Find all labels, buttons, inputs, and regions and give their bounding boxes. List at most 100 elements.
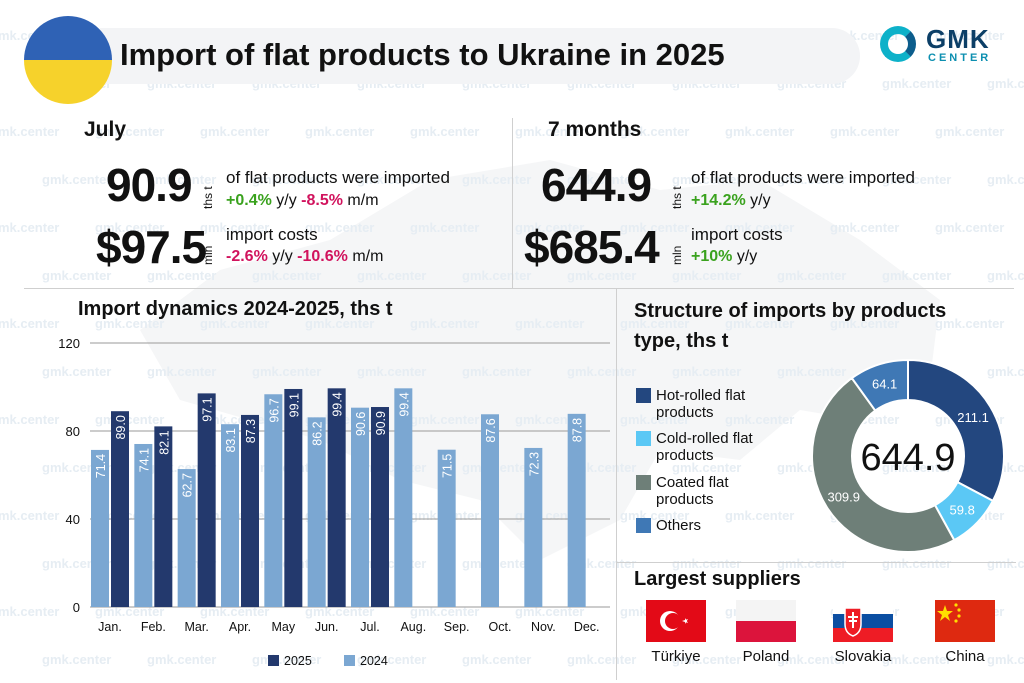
july-cost-mm: -10.6% — [297, 248, 348, 265]
watermark-text: gmk.center — [410, 124, 480, 139]
watermark-text: gmk.center — [0, 220, 60, 235]
china-flag-icon — [935, 600, 995, 642]
watermark-text: gmk.center — [42, 172, 112, 187]
bar-chart-title: Import dynamics 2024-2025, ths t — [78, 298, 393, 320]
watermark-text: gmk.center — [987, 172, 1024, 187]
donut-value-label: 59.8 — [950, 502, 975, 517]
bar-value-label: 87.3 — [244, 419, 258, 443]
july-volume-mm-label: m/m — [347, 192, 379, 209]
turkey-flag-icon — [646, 600, 706, 642]
legend-swatch-others — [636, 518, 651, 533]
divider-vertical-bottom — [616, 288, 617, 680]
bar-2024 — [567, 413, 586, 607]
divider-suppliers — [616, 562, 1016, 563]
supplier-turkiye: Türkiye — [651, 648, 701, 665]
y-tick-label: 40 — [66, 512, 80, 527]
july-heading: July — [84, 118, 127, 141]
structure-heading-line2: type, ths t — [634, 330, 729, 352]
legend-swatch-hot-rolled — [636, 388, 651, 403]
bar-value-label: 87.6 — [484, 418, 498, 442]
watermark-text: gmk.center — [987, 556, 1024, 571]
bar-2025 — [241, 414, 259, 607]
watermark-text: gmk.center — [830, 124, 900, 139]
july-volume-yy: +0.4% — [226, 192, 272, 209]
bar-value-label: 90.9 — [374, 411, 388, 435]
july-volume-unit: ths t — [201, 186, 215, 209]
bar-2024 — [264, 394, 283, 607]
legend-label-cold-rolled: Cold-rolled flat products — [656, 430, 753, 464]
watermark-text: gmk.center — [777, 268, 847, 283]
july-cost-unit: mln — [201, 245, 215, 265]
x-tick-label: Feb. — [141, 620, 166, 634]
x-tick-label: Nov. — [531, 620, 556, 634]
gmk-logo-icon — [880, 26, 916, 62]
ukraine-flag-icon — [24, 16, 112, 104]
watermark-text: gmk.center — [882, 268, 952, 283]
seven-months-volume-changes: +14.2% y/y — [691, 192, 771, 210]
legend-label-coated: Coated flat products — [656, 474, 729, 508]
seven-months-cost-description: import costs — [691, 225, 783, 244]
donut-center-total: 644.9 — [860, 437, 955, 479]
seven-months-cost-value: $685.4 — [524, 221, 660, 273]
bar-2024 — [307, 417, 326, 607]
seven-months-volume-yy: +14.2% — [691, 192, 746, 209]
bar-2024 — [437, 449, 456, 607]
x-tick-label: Jun. — [315, 620, 339, 634]
seven-months-cost-yy: +10% — [691, 248, 733, 265]
divider-vertical-top — [512, 118, 513, 288]
july-cost-changes: -2.6% y/y -10.6% m/m — [226, 248, 383, 266]
seven-months-volume-description: of flat products were imported — [691, 168, 915, 187]
bar-value-label: 87.8 — [571, 418, 585, 442]
bar-value-label: 71.4 — [94, 454, 108, 478]
bar-value-label: 99.4 — [331, 392, 345, 416]
slovakia-flag-icon — [833, 600, 893, 642]
legend-label-2024: 2024 — [360, 654, 388, 668]
seven-months-volume-yy-label: y/y — [750, 192, 771, 209]
watermark-text: gmk.center — [672, 364, 742, 379]
x-tick-label: May — [272, 620, 296, 634]
july-cost-mm-label: m/m — [352, 248, 384, 265]
seven-months-cost-yy-label: y/y — [736, 248, 758, 265]
july-cost-value: $97.5 — [96, 221, 207, 273]
title-banner — [100, 28, 860, 84]
watermark-text: gmk.center — [252, 268, 322, 283]
bar-value-label: 82.1 — [157, 430, 171, 454]
seven-months-volume-value: 644.9 — [541, 159, 652, 211]
bar-2024 — [351, 407, 369, 607]
logo-subtext: CENTER — [928, 52, 992, 64]
july-cost-description: import costs — [226, 225, 318, 244]
bar-value-label: 96.7 — [267, 398, 281, 422]
legend-label-2025: 2025 — [284, 654, 312, 668]
bar-value-label: 90.6 — [354, 412, 368, 436]
donut-value-label: 211.1 — [957, 410, 989, 425]
logo-text: GMK — [926, 24, 990, 54]
bar-2025 — [284, 388, 303, 607]
watermark-text: gmk.center — [305, 124, 375, 139]
legend-swatch-cold-rolled — [636, 431, 651, 446]
y-tick-label: 120 — [58, 336, 80, 351]
suppliers-heading: Largest suppliers — [634, 568, 801, 590]
july-cost-yy: -2.6% — [226, 248, 268, 265]
bar-2024 — [394, 388, 413, 607]
watermark-text: gmk.center — [357, 268, 427, 283]
seven-months-cost-unit: mln — [670, 245, 684, 265]
watermark-text: gmk.center — [882, 556, 952, 571]
july-volume-value: 90.9 — [106, 159, 193, 211]
x-tick-label: Oct. — [489, 620, 512, 634]
watermark-text: gmk.center — [462, 172, 532, 187]
bar-value-label: 86.2 — [311, 421, 325, 445]
watermark-text: gmk.center — [882, 76, 952, 91]
bar-2025 — [371, 407, 389, 607]
watermark-text: gmk.center — [725, 124, 795, 139]
bar-2024 — [177, 469, 196, 607]
structure-heading-line1: Structure of imports by products — [634, 300, 947, 322]
donut-slice — [811, 376, 956, 553]
supplier-china: China — [945, 648, 985, 665]
watermark-text: gmk.center — [987, 268, 1024, 283]
seven-months-cost-changes: +10% y/y — [691, 248, 757, 266]
bar-value-label: 83.1 — [224, 428, 238, 452]
x-tick-label: Aug. — [400, 620, 426, 634]
bar-value-label: 62.7 — [181, 473, 195, 497]
watermark-text: gmk.center — [725, 508, 795, 523]
watermark-text: gmk.center — [0, 124, 60, 139]
